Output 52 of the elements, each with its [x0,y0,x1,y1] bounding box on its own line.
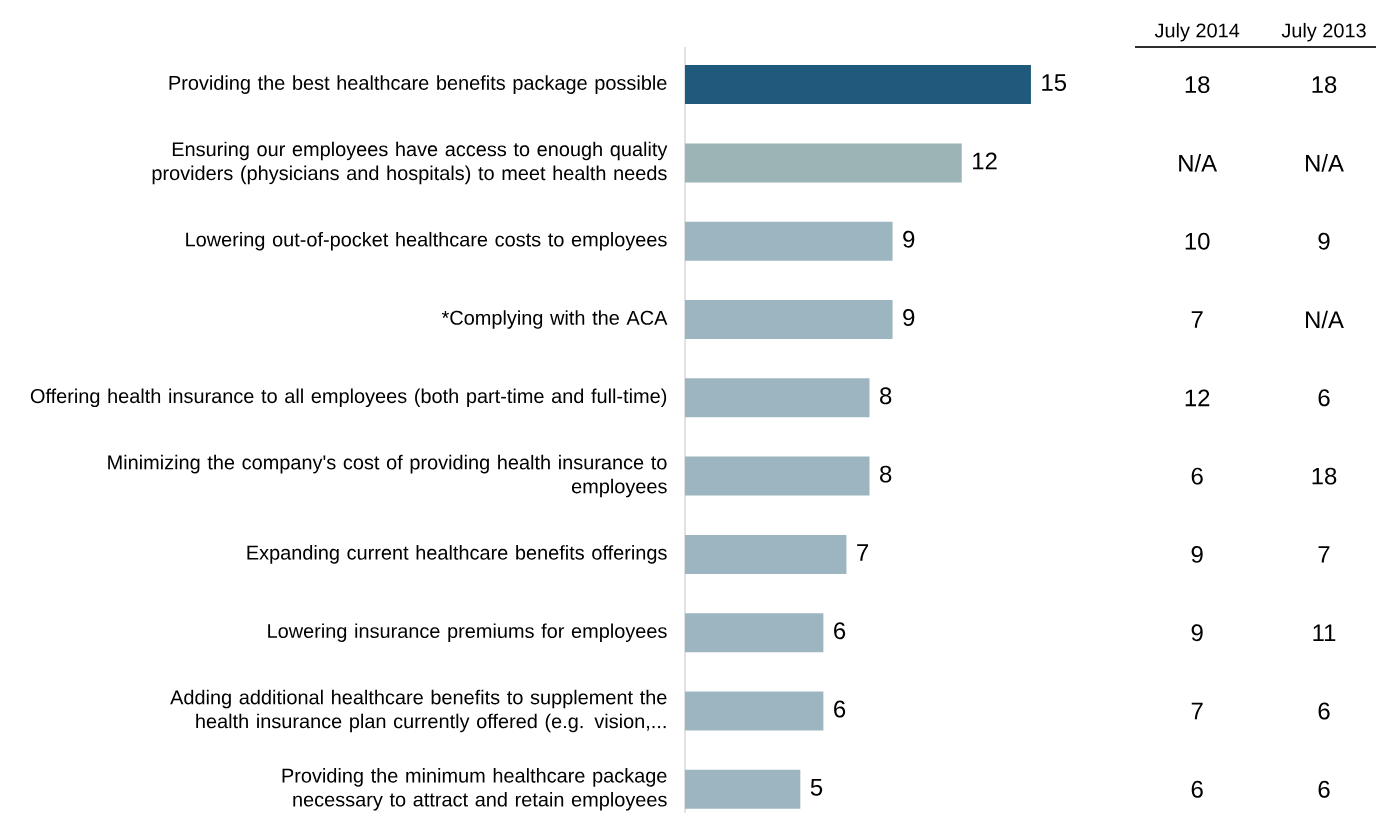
bar [685,221,893,261]
text: 6 [1191,467,1203,485]
bar [685,456,870,496]
text: 6 [1318,702,1330,720]
y-tick-label: *Complying with the ACA [441,310,668,329]
y-tick-label: Expanding current healthcare benefits offerings [247,545,667,564]
text: 18 [1312,76,1337,94]
text: 18 [1312,467,1337,485]
data-label: 7 [857,544,869,561]
text: 9 [1191,624,1203,642]
data-label: 5 [810,778,823,796]
bar [685,378,870,418]
y-tick-label: Lowering out-of-pocket healthcare costs to employees [186,231,667,251]
bar [685,769,801,809]
y-tick-label: Providing the best healthcare benefits package possible [169,75,667,94]
y-tick-label: Lowering insurance premiums for employees [268,623,667,642]
text: 7 [1191,311,1203,328]
text: 9 [1318,232,1330,250]
y-tick-label: Adding additional healthcare benefits to supplement the health insurance plan currently offered (e.g. vision,... [170,689,667,733]
bar [685,65,1031,105]
bar [685,143,962,183]
text: 6 [1318,389,1330,407]
data-label: 8 [880,465,892,483]
data-label: 12 [973,152,997,170]
data-label: 6 [834,700,846,718]
text: 11 [1313,624,1336,641]
y-tick-label: Ensuring our employees have access to enough quality providers (physicians and hospitals) to meet health needs [152,141,668,185]
text: 6 [1191,780,1203,798]
bar [685,691,824,731]
text: 9 [1191,545,1203,563]
category-label: July 2013 [1281,22,1366,42]
text: 12 [1185,389,1210,407]
category-label: July 2014 [1154,22,1240,42]
y-tick-label: Minimizing the company's cost of providing health insurance to employees [108,454,667,498]
data-label: 8 [880,387,892,405]
bar [685,534,847,574]
text: 7 [1191,702,1203,720]
data-label: 6 [834,622,846,640]
text: N/A [1179,154,1218,172]
data-label: 9 [903,230,915,248]
text: 10 [1185,232,1210,250]
bar [685,300,893,339]
y-tick-label: Providing the minimum healthcare package necessary to attract and retain employees [282,768,667,811]
text: 7 [1318,546,1330,563]
data-label: 9 [903,309,915,326]
data-label: 15 [1042,74,1067,91]
bar [685,613,824,653]
text: 6 [1318,780,1330,798]
y-tick-label: Offering health insurance to all employees (both part-time and full-time) [30,388,667,408]
text: N/A [1306,154,1344,172]
text: N/A [1306,310,1344,329]
text: 18 [1185,76,1210,94]
